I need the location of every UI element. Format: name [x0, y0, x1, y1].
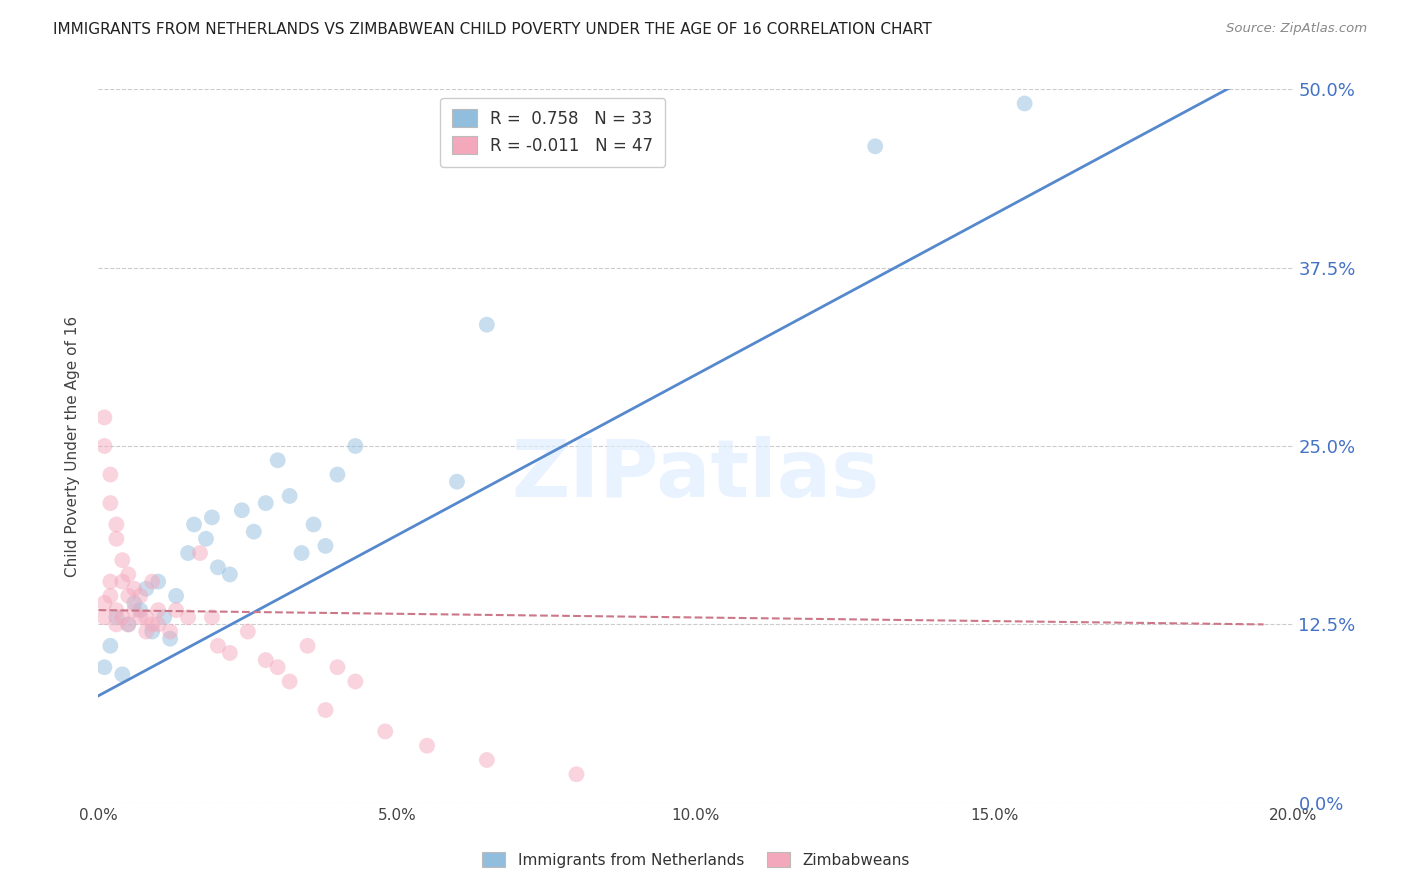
Point: [117, 589, 139, 603]
Point: [124, 596, 146, 610]
Point: [98, 496, 122, 510]
Point: [165, 589, 187, 603]
Point: [475, 753, 498, 767]
Point: [124, 582, 146, 596]
Point: [141, 624, 163, 639]
Point: [111, 574, 134, 589]
Text: IMMIGRANTS FROM NETHERLANDS VS ZIMBABWEAN CHILD POVERTY UNDER THE AGE OF 16 CORR: IMMIGRANTS FROM NETHERLANDS VS ZIMBABWEA…: [53, 22, 932, 37]
Point: [344, 439, 367, 453]
Point: [111, 553, 134, 567]
Point: [188, 546, 211, 560]
Point: [135, 624, 157, 639]
Text: Source: ZipAtlas.com: Source: ZipAtlas.com: [1226, 22, 1367, 36]
Point: [105, 610, 128, 624]
Point: [111, 610, 134, 624]
Point: [98, 574, 122, 589]
Point: [183, 517, 205, 532]
Point: [177, 610, 200, 624]
Point: [315, 703, 337, 717]
Point: [302, 517, 325, 532]
Point: [315, 539, 337, 553]
Point: [105, 617, 128, 632]
Point: [231, 503, 253, 517]
Point: [177, 546, 200, 560]
Point: [201, 510, 224, 524]
Point: [117, 617, 139, 632]
Point: [141, 574, 163, 589]
Point: [117, 567, 139, 582]
Point: [219, 567, 242, 582]
Point: [124, 603, 146, 617]
Point: [446, 475, 468, 489]
Point: [129, 610, 152, 624]
Point: [105, 603, 128, 617]
Point: [159, 632, 181, 646]
Point: [141, 617, 163, 632]
Point: [148, 603, 170, 617]
Point: [93, 610, 115, 624]
Text: ZIPatlas: ZIPatlas: [512, 435, 880, 514]
Point: [148, 617, 170, 632]
Point: [201, 610, 224, 624]
Point: [1014, 96, 1036, 111]
Point: [93, 439, 115, 453]
Point: [219, 646, 242, 660]
Point: [254, 496, 277, 510]
Point: [326, 467, 349, 482]
Point: [93, 660, 115, 674]
Point: [111, 667, 134, 681]
Point: [243, 524, 266, 539]
Point: [159, 624, 181, 639]
Point: [207, 560, 229, 574]
Point: [416, 739, 439, 753]
Point: [105, 532, 128, 546]
Point: [93, 410, 115, 425]
Point: [195, 532, 218, 546]
Point: [374, 724, 396, 739]
Point: [98, 589, 122, 603]
Point: [475, 318, 498, 332]
Point: [135, 582, 157, 596]
Point: [267, 660, 290, 674]
Point: [565, 767, 588, 781]
Point: [278, 489, 301, 503]
Point: [326, 660, 349, 674]
Point: [153, 610, 176, 624]
Point: [236, 624, 259, 639]
Point: [267, 453, 290, 467]
Point: [865, 139, 887, 153]
Point: [105, 517, 128, 532]
Point: [254, 653, 277, 667]
Point: [117, 617, 139, 632]
Point: [129, 589, 152, 603]
Point: [93, 596, 115, 610]
Point: [297, 639, 319, 653]
Point: [291, 546, 314, 560]
Point: [135, 610, 157, 624]
Point: [165, 603, 187, 617]
Point: [278, 674, 301, 689]
Point: [207, 639, 229, 653]
Point: [148, 574, 170, 589]
Y-axis label: Child Poverty Under the Age of 16: Child Poverty Under the Age of 16: [65, 316, 80, 576]
Point: [98, 639, 122, 653]
Legend: Immigrants from Netherlands, Zimbabweans: Immigrants from Netherlands, Zimbabweans: [477, 846, 915, 873]
Point: [344, 674, 367, 689]
Point: [129, 603, 152, 617]
Point: [98, 467, 122, 482]
